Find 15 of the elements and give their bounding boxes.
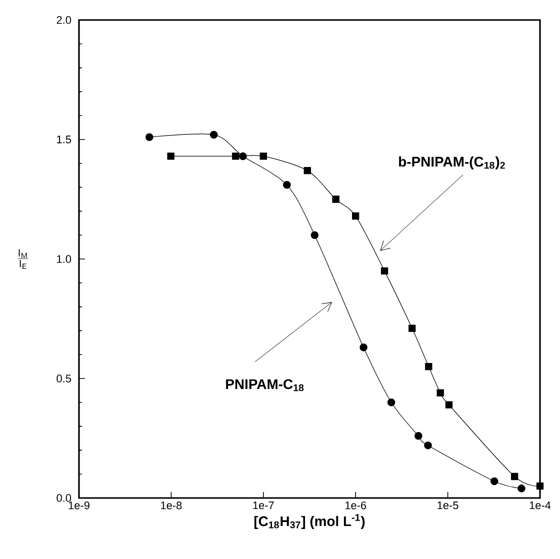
y-tick-label: 1.0 <box>57 255 72 263</box>
x-tick-label: 1e-4 <box>530 502 551 510</box>
x-tick-label: 1e-8 <box>161 502 182 510</box>
annotation: PNIPAM-C$_{18}$ <box>226 379 304 392</box>
x-axis-title: [C$_{18}$H$_{37}$] (mol L$^{-1}$) <box>254 514 365 529</box>
x-tick-label: 1e-9 <box>68 502 90 510</box>
x-tick-label: 1e-6 <box>345 502 366 510</box>
y-tick-label: 0.5 <box>56 374 72 382</box>
annotation: b-PNIPAM-(C$_{18}$)$_{2}$ <box>399 156 505 170</box>
y-tick-label: 2.0 <box>56 16 72 24</box>
x-tick-label: 1e-5 <box>438 502 458 510</box>
y-axis-title: $\frac{\mathsf{I}_{\mathsf{M}}}{\mathsf{I}_{\mathsf{E}}}$ <box>18 249 28 269</box>
x-tick-label: 1e-7 <box>253 502 274 510</box>
y-tick-label: 0.0 <box>56 494 72 502</box>
y-tick-label: 1.5 <box>57 136 72 144</box>
